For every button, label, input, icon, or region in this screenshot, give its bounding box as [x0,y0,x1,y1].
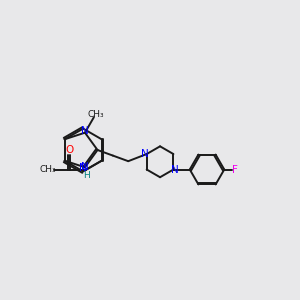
Text: N: N [80,163,87,173]
Text: N: N [81,162,89,172]
Text: N: N [141,149,149,159]
Text: N: N [81,126,89,136]
Text: O: O [66,145,74,155]
Text: CH₃: CH₃ [87,110,104,119]
Text: H: H [83,171,90,180]
Text: N: N [171,164,179,175]
Text: F: F [232,164,238,175]
Text: CH₃: CH₃ [39,165,56,174]
